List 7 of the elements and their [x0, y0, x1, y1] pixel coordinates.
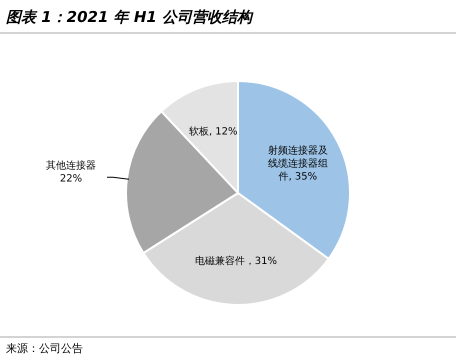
- data-label: 22%: [60, 174, 82, 185]
- chart-title: 图表 1：2021 年 H1 公司营收结构: [6, 8, 254, 26]
- slice-label: 电磁兼容件，31%: [194, 255, 278, 268]
- source-note: 来源：公司公告: [6, 342, 83, 355]
- slice-label: 射频连接器及线缆连接器组件, 35%: [268, 144, 328, 182]
- slice-label: 软板, 12%: [188, 126, 238, 138]
- slice-label: 其他连接器: [46, 160, 96, 172]
